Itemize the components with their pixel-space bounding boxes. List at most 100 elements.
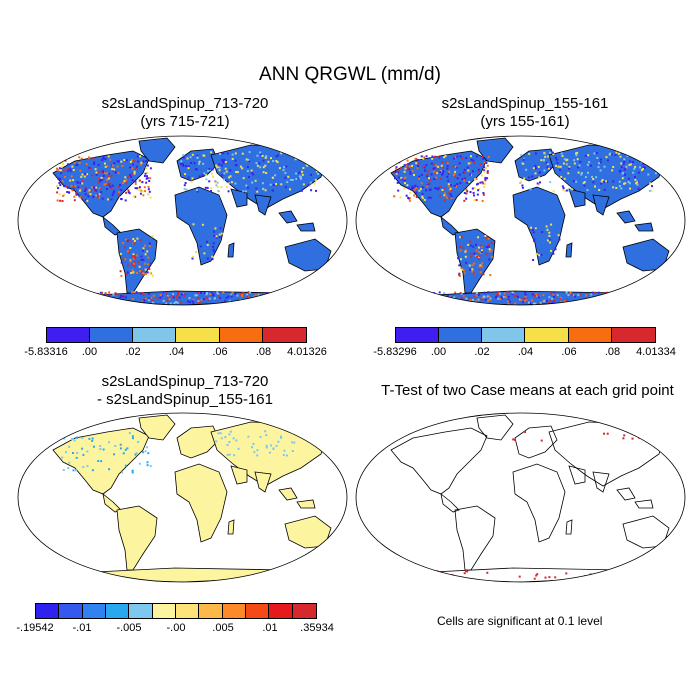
colorbar-label: -.00 (166, 622, 186, 634)
grid-cell (605, 294, 608, 297)
grid-cell (108, 183, 110, 186)
grid-cell (66, 191, 69, 193)
grid-cell (474, 178, 477, 181)
grid-cell (176, 301, 179, 304)
grid-cell (626, 297, 629, 300)
map-border (17, 135, 348, 306)
continent-shape (390, 150, 488, 218)
grid-cell (637, 300, 640, 303)
grid-cell (467, 169, 470, 172)
grid-cell (610, 295, 613, 298)
grid-cell (130, 175, 133, 178)
grid-cell (265, 446, 268, 449)
grid-cell (546, 166, 549, 169)
grid-cell (414, 157, 417, 160)
grid-cell (235, 171, 237, 173)
grid-cell (168, 298, 171, 301)
grid-cell (122, 295, 124, 298)
grid-cell (470, 158, 473, 161)
grid-cell (413, 297, 416, 300)
grid-cell (234, 182, 237, 185)
grid-cell (445, 161, 448, 164)
grid-cell (105, 300, 108, 303)
colorbar-label: -.005 (116, 622, 142, 634)
grid-cell (166, 296, 169, 299)
grid-cell (487, 299, 489, 302)
grid-cell (256, 154, 259, 157)
grid-cell (442, 296, 444, 299)
grid-cell (455, 166, 458, 169)
grid-cell (627, 180, 630, 183)
panel-title-bottom-right: T-Test of two Case means at each grid po… (355, 382, 700, 400)
grid-cell (440, 164, 443, 167)
grid-cell (252, 442, 255, 445)
grid-cell (87, 190, 90, 193)
grid-cell (635, 301, 638, 304)
grid-cell (620, 301, 623, 304)
grid-cell (520, 298, 523, 301)
grid-cell (621, 291, 624, 294)
grid-cell (640, 576, 643, 579)
grid-cell (295, 292, 298, 295)
grid-cell (531, 228, 534, 231)
grid-cell (143, 186, 146, 189)
grid-cell (628, 164, 631, 166)
grid-cell (468, 180, 471, 183)
grid-cell (130, 159, 133, 162)
grid-cell (518, 298, 521, 301)
grid-cell (221, 158, 224, 161)
grid-cell (459, 292, 462, 295)
grid-cell (131, 172, 134, 175)
grid-cell (485, 167, 487, 170)
grid-cell (549, 241, 551, 244)
grid-cell (403, 170, 406, 173)
grid-cell (120, 261, 123, 264)
grid-cell (568, 167, 571, 170)
grid-cell (603, 181, 606, 184)
grid-cell (620, 187, 623, 190)
grid-cell (458, 577, 461, 580)
grid-cell (58, 169, 61, 172)
grid-cell (464, 250, 467, 253)
grid-cell (103, 299, 106, 301)
grid-cell (268, 451, 271, 454)
grid-cell (246, 186, 249, 189)
grid-cell (555, 294, 558, 297)
grid-cell (429, 296, 432, 299)
grid-cell (532, 167, 535, 170)
grid-cell (141, 300, 144, 303)
grid-cell (110, 302, 113, 305)
grid-cell (57, 177, 60, 180)
grid-cell (621, 177, 624, 180)
grid-cell (149, 262, 152, 265)
grid-cell (595, 302, 598, 305)
grid-cell (146, 171, 149, 174)
grid-cell (523, 177, 526, 180)
grid-cell (249, 291, 251, 294)
grid-cell (212, 242, 215, 245)
grid-cell (486, 177, 489, 180)
grid-cell (286, 293, 289, 296)
grid-cell (487, 243, 490, 246)
grid-cell (468, 264, 471, 267)
grid-cell (624, 182, 627, 185)
grid-cell (429, 196, 432, 199)
grid-cell (213, 234, 216, 237)
grid-cell (262, 171, 265, 174)
grid-cell (199, 245, 202, 248)
grid-cell (290, 296, 293, 299)
grid-cell (64, 176, 66, 178)
grid-cell (99, 178, 102, 181)
grid-cell (88, 292, 91, 295)
grid-cell (611, 299, 614, 302)
grid-cell (116, 165, 119, 168)
grid-cell (623, 173, 626, 176)
grid-cell (631, 301, 634, 304)
grid-cell (434, 155, 436, 158)
grid-cell (464, 189, 467, 192)
grid-cell (467, 243, 470, 246)
grid-cell (109, 301, 112, 304)
grid-cell (477, 298, 480, 301)
grid-cell (427, 294, 430, 297)
grid-cell (215, 236, 218, 239)
